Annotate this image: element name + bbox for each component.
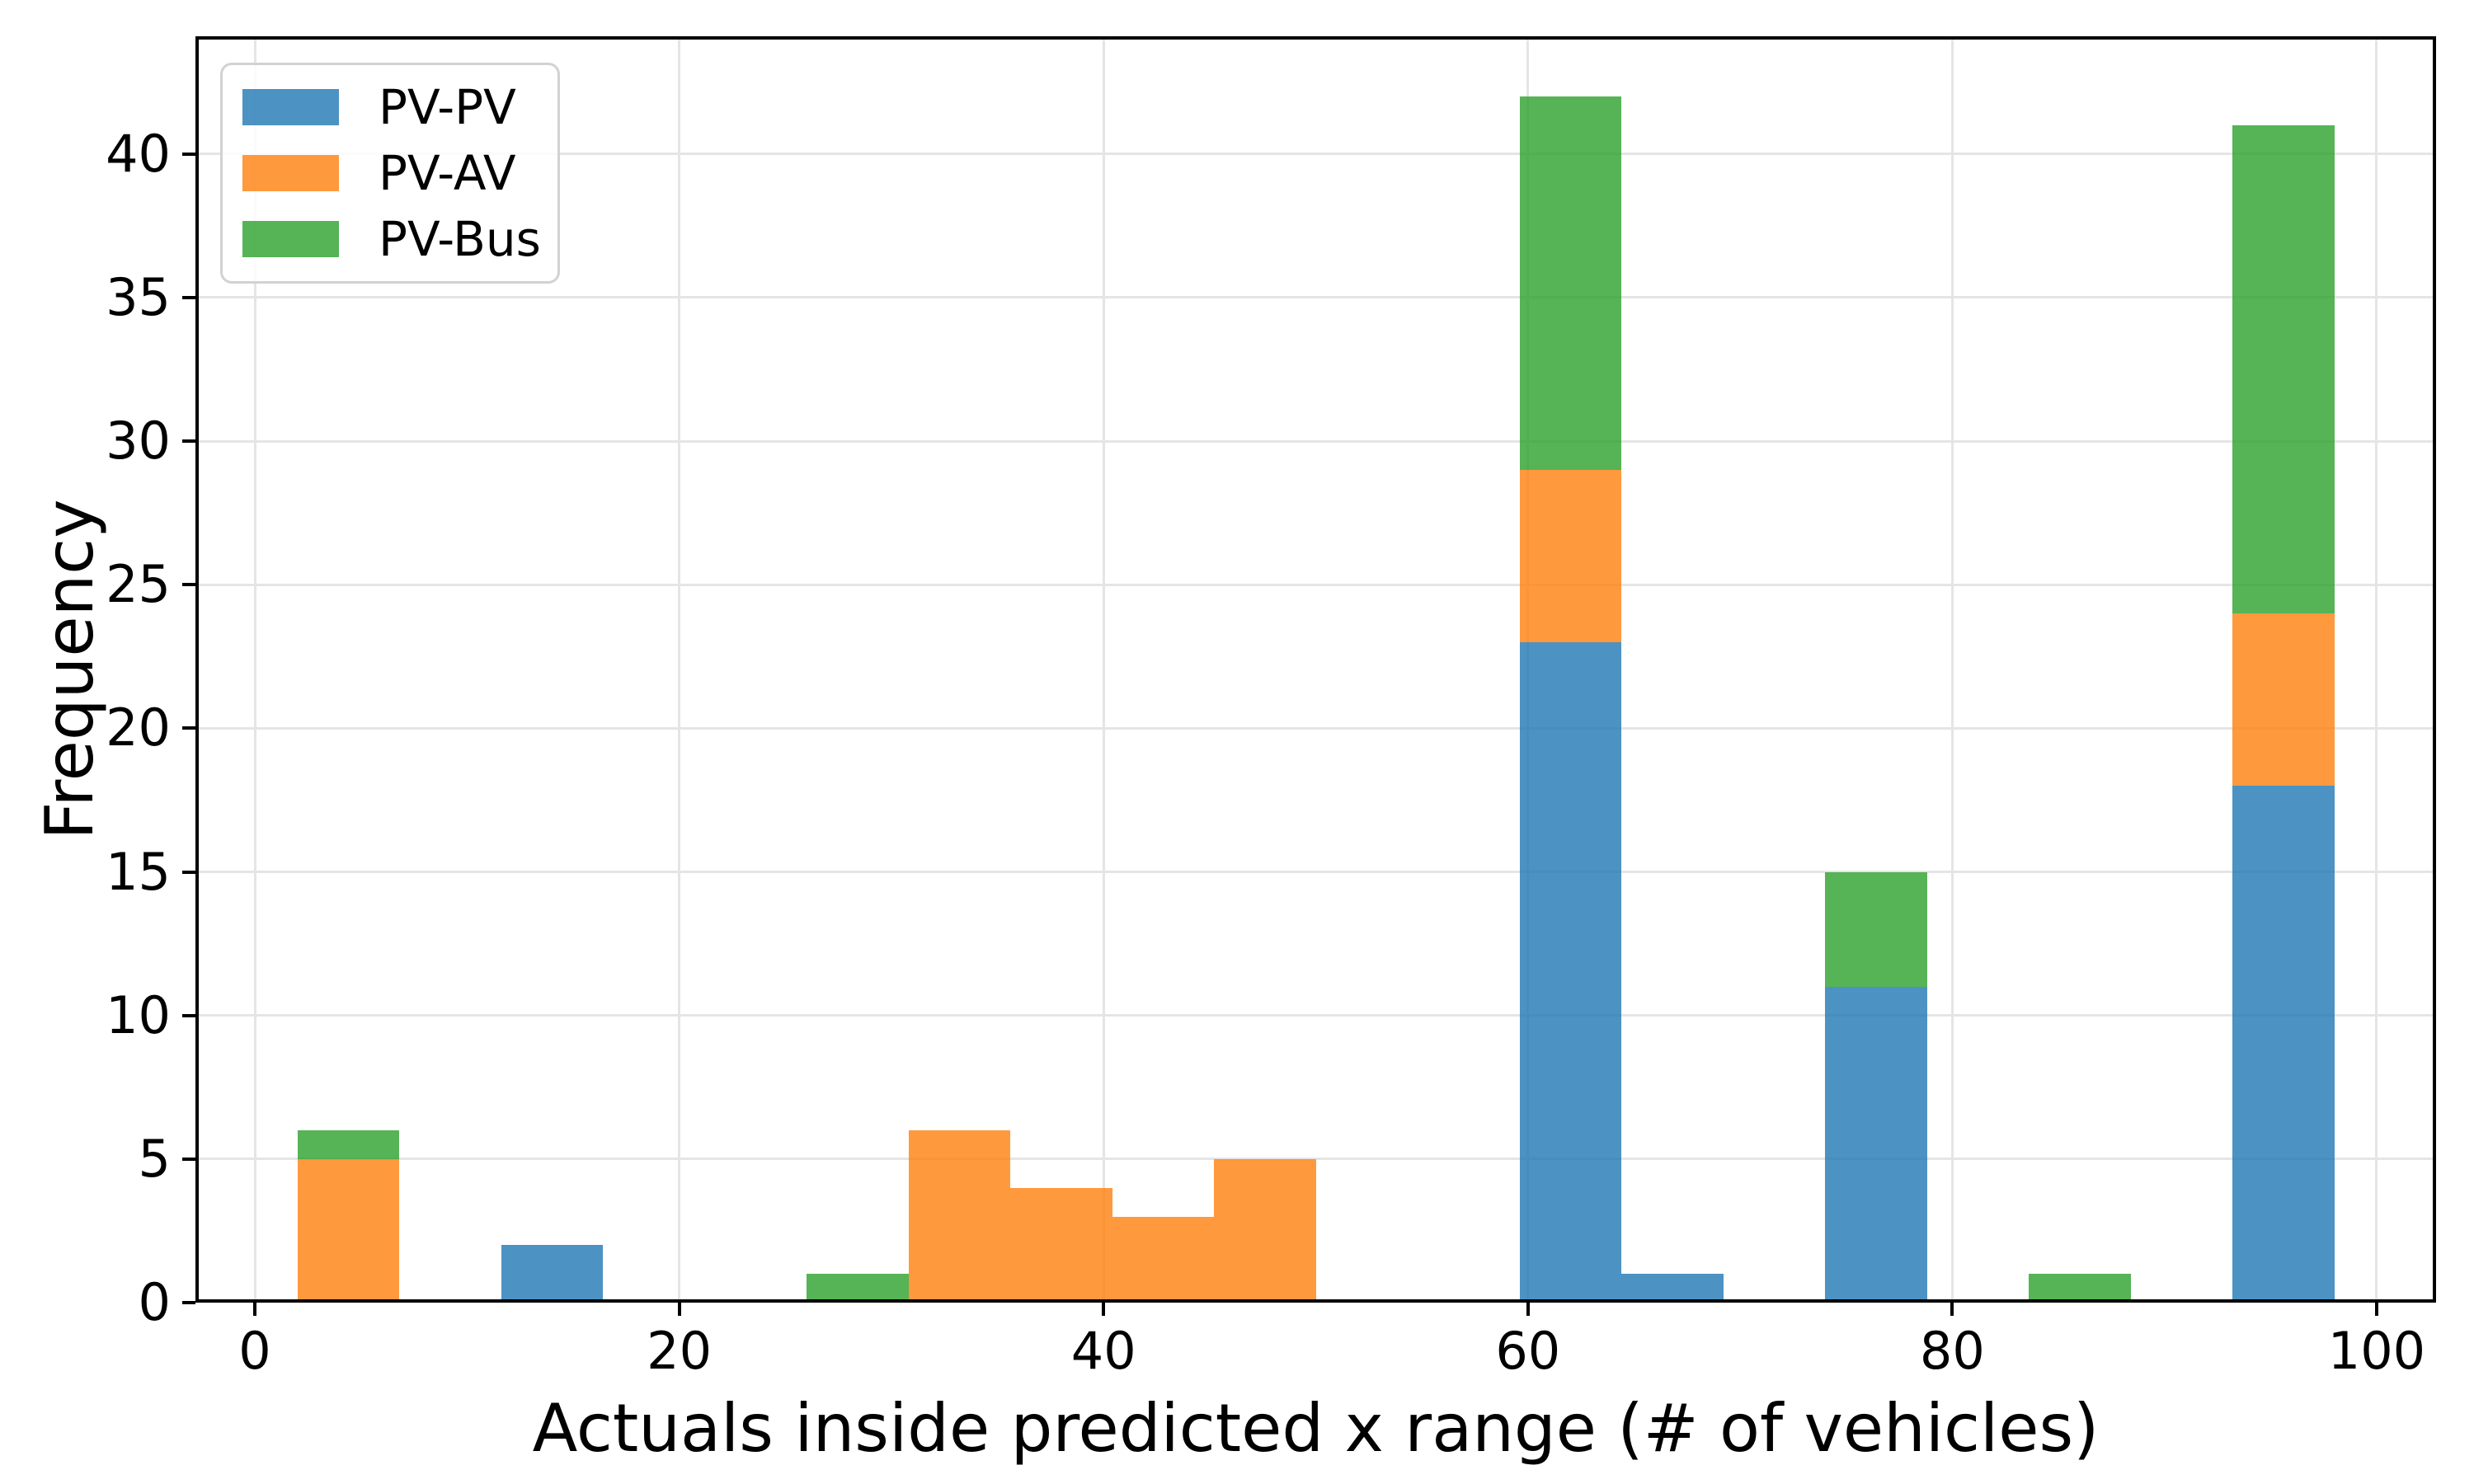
gridline-y-40 xyxy=(195,153,2436,156)
x-tick-label-40: 40 xyxy=(1070,1321,1136,1381)
bar-segment-pv-av-bin7 xyxy=(1010,1187,1112,1303)
y-tick-label-0: 0 xyxy=(138,1272,171,1332)
y-tick-25 xyxy=(182,583,195,587)
legend-label-pv-av: PV-AV xyxy=(379,145,516,201)
gridline-x-40 xyxy=(1102,36,1105,1303)
y-tick-30 xyxy=(182,439,195,444)
bar-segment-pv-pv-bin13 xyxy=(1621,1274,1724,1303)
plot-area: PV-PV PV-AV PV-Bus xyxy=(195,36,2436,1303)
bar-segment-pv-bus-bin17 xyxy=(2029,1274,2131,1303)
bar-segment-pv-pv-bin12 xyxy=(1519,641,1621,1303)
x-axis-label: Actuals inside predicted x range (# of v… xyxy=(532,1390,2100,1467)
y-tick-label-15: 15 xyxy=(106,841,171,902)
y-tick-label-35: 35 xyxy=(106,266,171,327)
y-tick-label-40: 40 xyxy=(106,123,171,184)
legend-label-pv-pv: PV-PV xyxy=(379,79,516,135)
y-tick-label-20: 20 xyxy=(106,697,171,758)
x-tick-60 xyxy=(1526,1303,1530,1316)
y-axis-label: Frequency xyxy=(31,499,108,840)
y-tick-35 xyxy=(182,295,195,299)
gridline-y-20 xyxy=(195,726,2436,730)
x-tick-label-60: 60 xyxy=(1495,1321,1561,1381)
gridline-y-5 xyxy=(195,1158,2436,1161)
gridline-y-15 xyxy=(195,871,2436,874)
x-tick-0 xyxy=(253,1303,257,1316)
bar-segment-pv-bus-bin5 xyxy=(807,1274,909,1303)
bar-segment-pv-pv-bin15 xyxy=(1825,986,1927,1303)
y-tick-label-5: 5 xyxy=(138,1128,171,1189)
gridline-x-0 xyxy=(253,36,256,1303)
y-tick-0 xyxy=(182,1301,195,1304)
bar-segment-pv-pv-bin2 xyxy=(501,1245,603,1303)
y-tick-10 xyxy=(182,1013,195,1017)
y-tick-5 xyxy=(182,1157,195,1161)
x-tick-80 xyxy=(1950,1303,1954,1316)
legend: PV-PV PV-AV PV-Bus xyxy=(220,63,560,284)
legend-label-pv-bus: PV-Bus xyxy=(379,211,541,267)
bar-segment-pv-av-bin0 xyxy=(297,1158,399,1303)
bar-segment-pv-pv-bin19 xyxy=(2232,786,2335,1303)
bar-segment-pv-av-bin6 xyxy=(908,1130,1010,1303)
bar-segment-pv-av-bin9 xyxy=(1214,1158,1316,1303)
x-tick-label-80: 80 xyxy=(1919,1321,1985,1381)
legend-item-pv-bus: PV-Bus xyxy=(242,211,541,267)
gridline-x-100 xyxy=(2375,36,2378,1303)
y-tick-label-10: 10 xyxy=(106,984,171,1045)
gridline-y-25 xyxy=(195,583,2436,586)
x-tick-label-20: 20 xyxy=(647,1321,713,1381)
bar-segment-pv-av-bin12 xyxy=(1519,469,1621,642)
y-tick-40 xyxy=(182,152,195,156)
legend-swatch-pv-av xyxy=(242,155,339,191)
x-tick-label-0: 0 xyxy=(238,1321,271,1381)
gridline-y-35 xyxy=(195,296,2436,299)
legend-swatch-pv-pv xyxy=(242,89,339,125)
gridline-x-20 xyxy=(678,36,681,1303)
y-tick-label-30: 30 xyxy=(106,411,171,472)
legend-swatch-pv-bus xyxy=(242,221,339,257)
legend-item-pv-av: PV-AV xyxy=(242,149,538,197)
bar-segment-pv-av-bin8 xyxy=(1112,1216,1214,1303)
bars-layer xyxy=(195,36,2436,1303)
y-tick-20 xyxy=(182,726,195,730)
bar-segment-pv-bus-bin15 xyxy=(1825,871,1927,987)
x-tick-100 xyxy=(2374,1303,2378,1316)
gridline-y-10 xyxy=(195,1014,2436,1017)
gridline-x-80 xyxy=(1950,36,1954,1303)
bar-segment-pv-bus-bin0 xyxy=(297,1130,399,1159)
bar-segment-pv-av-bin19 xyxy=(2232,613,2335,787)
x-tick-20 xyxy=(677,1303,681,1316)
gridline-y-30 xyxy=(195,439,2436,443)
legend-item-pv-pv: PV-PV xyxy=(242,83,538,131)
bar-segment-pv-bus-bin12 xyxy=(1519,96,1621,470)
x-tick-label-100: 100 xyxy=(2327,1321,2426,1381)
y-tick-15 xyxy=(182,870,195,874)
x-tick-40 xyxy=(1102,1303,1106,1316)
bar-segment-pv-bus-bin19 xyxy=(2232,124,2335,614)
y-tick-label-25: 25 xyxy=(106,554,171,615)
